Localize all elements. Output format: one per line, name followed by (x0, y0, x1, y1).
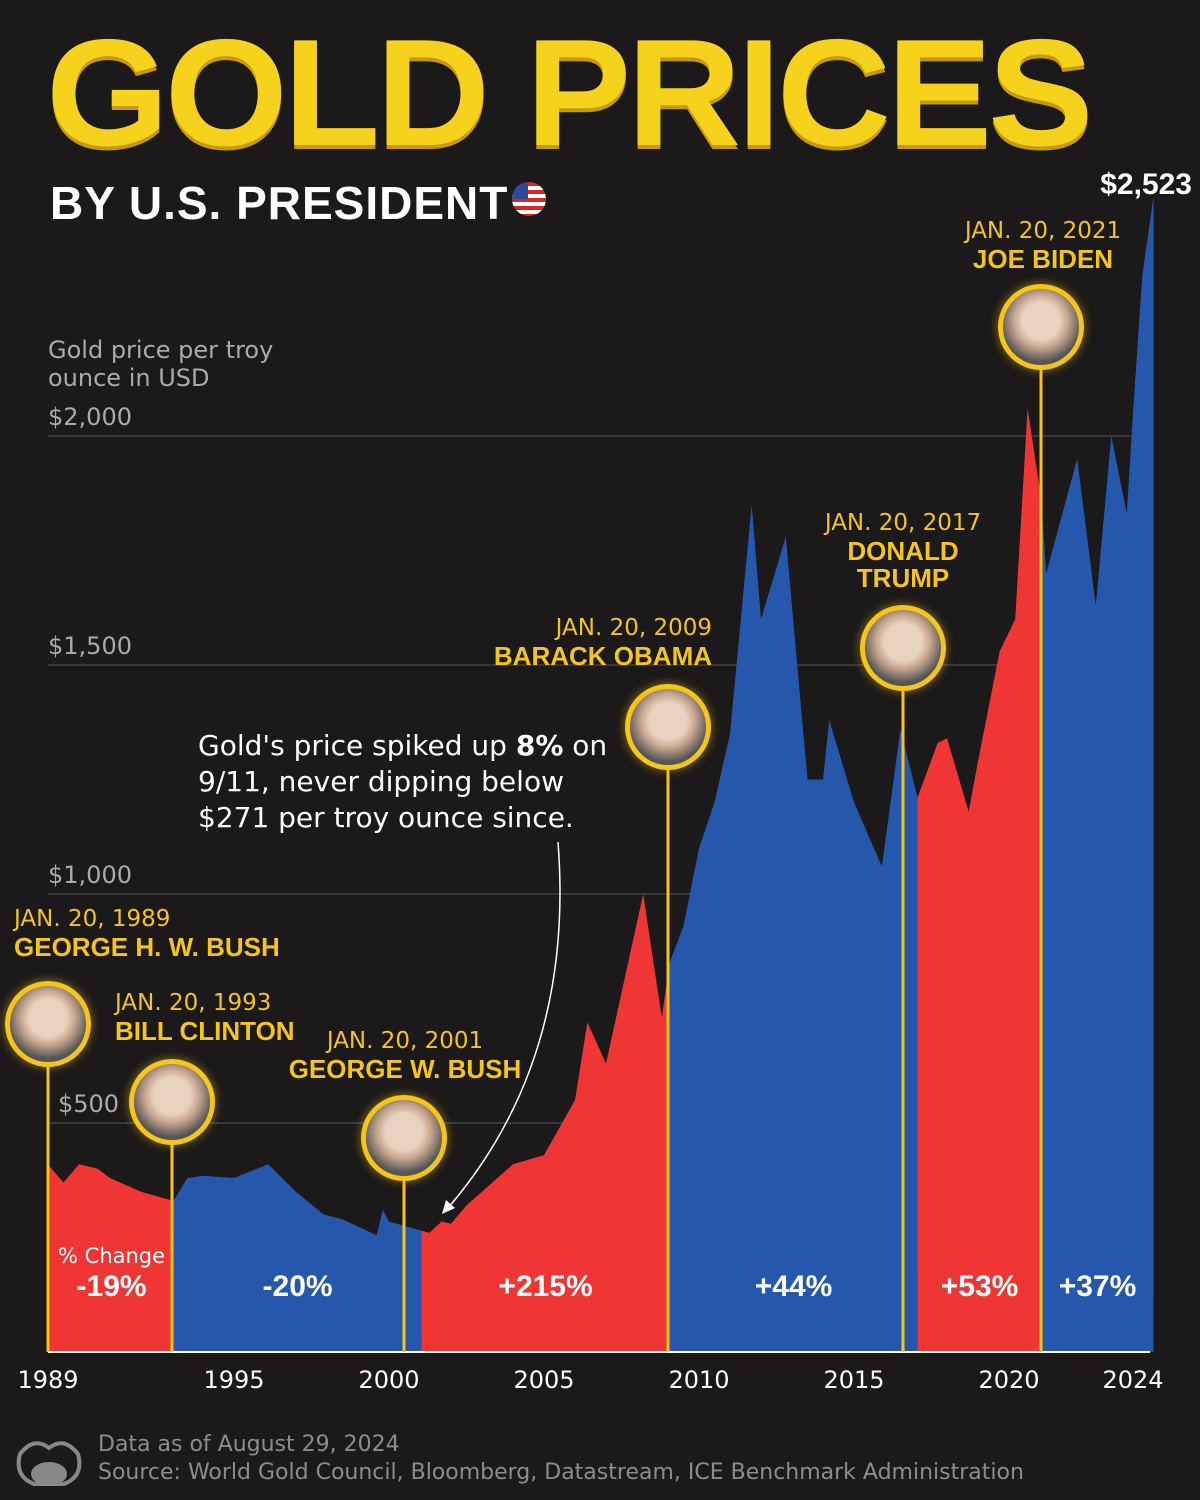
area-segment-5 (1041, 196, 1154, 1352)
president-date: JAN. 20, 2009 (555, 615, 712, 641)
x-tick-label: 2005 (513, 1366, 575, 1394)
annotation-text: Gold's price spiked up (198, 729, 516, 762)
area-segment-3 (669, 504, 918, 1352)
visual-capitalist-logo-icon (16, 1441, 82, 1486)
president-name: BILL CLINTON (115, 1016, 295, 1046)
pct-change-header: % Change (58, 1244, 166, 1268)
y-tick-label: $500 (58, 1090, 120, 1118)
president-name: BARACK OBAMA (493, 641, 712, 671)
source-note: Source: World Gold Council, Bloomberg, D… (98, 1460, 1024, 1485)
president-date: JAN. 20, 1993 (115, 990, 272, 1016)
president-photo (860, 605, 946, 691)
x-tick-label: 2010 (668, 1366, 730, 1394)
pct-change-label: +44% (754, 1270, 833, 1303)
president-date: JAN. 20, 2017 (824, 510, 982, 536)
president-photo (625, 684, 711, 770)
x-tick-label: 1989 (17, 1366, 79, 1394)
president-photo (5, 981, 91, 1067)
us-flag-icon (512, 182, 546, 216)
area-segment-1 (173, 1164, 422, 1352)
term-start-line (170, 1102, 174, 1352)
y-axis-label: Gold price per troy ounce in USD (48, 336, 274, 392)
president-name: GEORGE H. W. BUSH (14, 932, 280, 962)
president-name: JOE BIDEN (972, 244, 1114, 274)
pct-change-label: +215% (498, 1270, 593, 1303)
annotation-text-end: on 9/11, never dipping below $271 per tr… (198, 729, 608, 834)
president-date: JAN. 20, 1989 (14, 906, 171, 932)
area-segment-4 (917, 408, 1042, 1352)
y-tick-label: $1,500 (48, 632, 132, 660)
x-tick-label: 2024 (1102, 1366, 1164, 1394)
term-start-line (402, 1138, 406, 1352)
y-tick-label: $2,000 (48, 403, 132, 431)
president-date: JAN. 20, 2021 (964, 218, 1122, 244)
pct-change-label: +53% (940, 1270, 1019, 1303)
pct-change-label: -19% (76, 1270, 147, 1303)
pct-change-label: +37% (1058, 1270, 1137, 1303)
peak-price-label: $2,523 (1100, 168, 1192, 201)
x-tick-label: 1995 (203, 1366, 265, 1394)
president-date: JAN. 20, 2001 (326, 1028, 484, 1054)
area-segment-0 (49, 1164, 174, 1352)
annotation-arrow (447, 841, 561, 1209)
arrowhead-icon (442, 1200, 455, 1214)
president-photo (361, 1095, 447, 1181)
term-start-line (46, 1024, 50, 1352)
term-start-line (901, 648, 905, 1352)
term-start-line (666, 727, 670, 1352)
annotation-911: Gold's price spiked up 8% on 9/11, never… (198, 728, 638, 836)
annotation-bold: 8% (515, 729, 564, 762)
x-tick-label: 2000 (358, 1366, 420, 1394)
x-tick-label: 2020 (978, 1366, 1040, 1394)
page-title: GOLD PRICES (46, 8, 1094, 178)
president-name: DONALD TRUMP (847, 536, 959, 593)
president-photo (129, 1059, 215, 1145)
y-tick-label: $1,000 (48, 861, 132, 889)
president-photo (998, 284, 1084, 370)
data-date-note: Data as of August 29, 2024 (98, 1432, 400, 1457)
president-name: GEORGE W. BUSH (288, 1054, 522, 1084)
x-tick-label: 2015 (823, 1366, 885, 1394)
pct-change-label: -20% (262, 1270, 333, 1303)
page-subtitle: BY U.S. PRESIDENT (50, 177, 509, 229)
term-start-line (1039, 327, 1043, 1352)
area-segment-2 (421, 894, 670, 1352)
